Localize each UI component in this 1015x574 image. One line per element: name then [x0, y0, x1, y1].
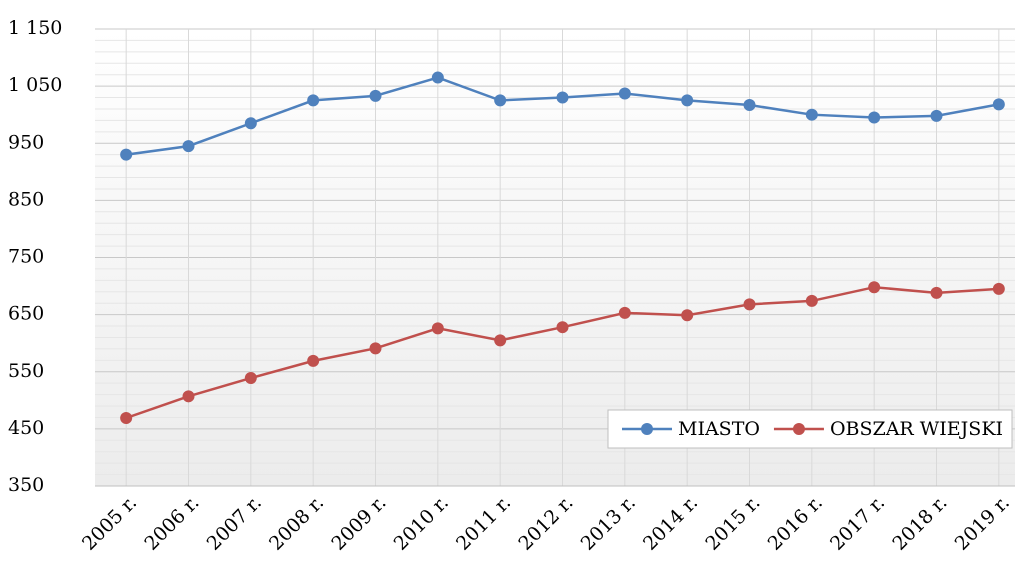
marker	[681, 94, 694, 107]
x-tick-label: 2009 r.	[327, 492, 390, 555]
marker	[244, 372, 257, 385]
x-tick-label: 2018 r.	[888, 492, 951, 555]
y-tick-label: 450	[8, 417, 44, 439]
y-tick-label: 1 050	[8, 74, 62, 96]
x-tick-label: 2016 r.	[764, 492, 827, 555]
marker	[556, 321, 569, 334]
marker	[307, 94, 320, 107]
marker	[182, 140, 195, 153]
x-tick-label: 2012 r.	[514, 492, 577, 555]
x-tick-label: 2014 r.	[639, 492, 702, 555]
x-tick-label: 2010 r.	[390, 492, 453, 555]
legend-marker	[792, 423, 805, 435]
marker	[307, 354, 320, 367]
marker	[494, 334, 507, 347]
marker	[868, 281, 881, 294]
y-tick-label: 850	[8, 188, 44, 210]
y-tick-label: 750	[8, 246, 44, 268]
marker	[120, 412, 133, 425]
x-tick-label: 2005 r.	[78, 492, 141, 555]
legend-label: MIASTO	[678, 418, 760, 440]
marker	[556, 91, 569, 104]
marker	[992, 98, 1005, 111]
marker	[431, 322, 444, 335]
x-tick-label: 2019 r.	[951, 492, 1014, 555]
marker	[369, 89, 382, 102]
legend: MIASTO OBSZAR WIEJSKI	[607, 409, 1013, 449]
marker	[369, 342, 382, 355]
marker	[182, 390, 195, 403]
y-tick-label: 1 150	[8, 17, 62, 39]
marker	[992, 282, 1005, 295]
y-tick-label: 550	[8, 360, 44, 382]
x-tick-label: 2017 r.	[826, 492, 889, 555]
marker	[494, 94, 507, 107]
marker	[681, 309, 694, 322]
y-tick-label: 350	[8, 474, 44, 496]
x-tick-label: 2008 r.	[265, 492, 328, 555]
y-tick-label: 650	[8, 303, 44, 325]
marker	[930, 286, 943, 299]
marker	[618, 306, 631, 319]
x-tick-label: 2006 r.	[140, 492, 203, 555]
legend-label: OBSZAR WIEJSKI	[830, 418, 1003, 440]
x-tick-label: 2013 r.	[577, 492, 640, 555]
marker	[244, 117, 257, 130]
marker	[618, 87, 631, 100]
marker	[868, 111, 881, 124]
x-tick-label: 2007 r.	[203, 492, 266, 555]
marker	[120, 148, 133, 161]
x-tick-label: 2011 r.	[452, 492, 515, 555]
marker	[743, 298, 756, 311]
legend-marker	[641, 423, 653, 435]
marker	[431, 71, 444, 84]
marker	[805, 108, 818, 121]
y-tick-label: 950	[8, 131, 44, 153]
marker	[930, 109, 943, 122]
x-tick-label: 2015 r.	[701, 492, 764, 555]
marker	[743, 98, 756, 111]
marker	[805, 294, 818, 307]
